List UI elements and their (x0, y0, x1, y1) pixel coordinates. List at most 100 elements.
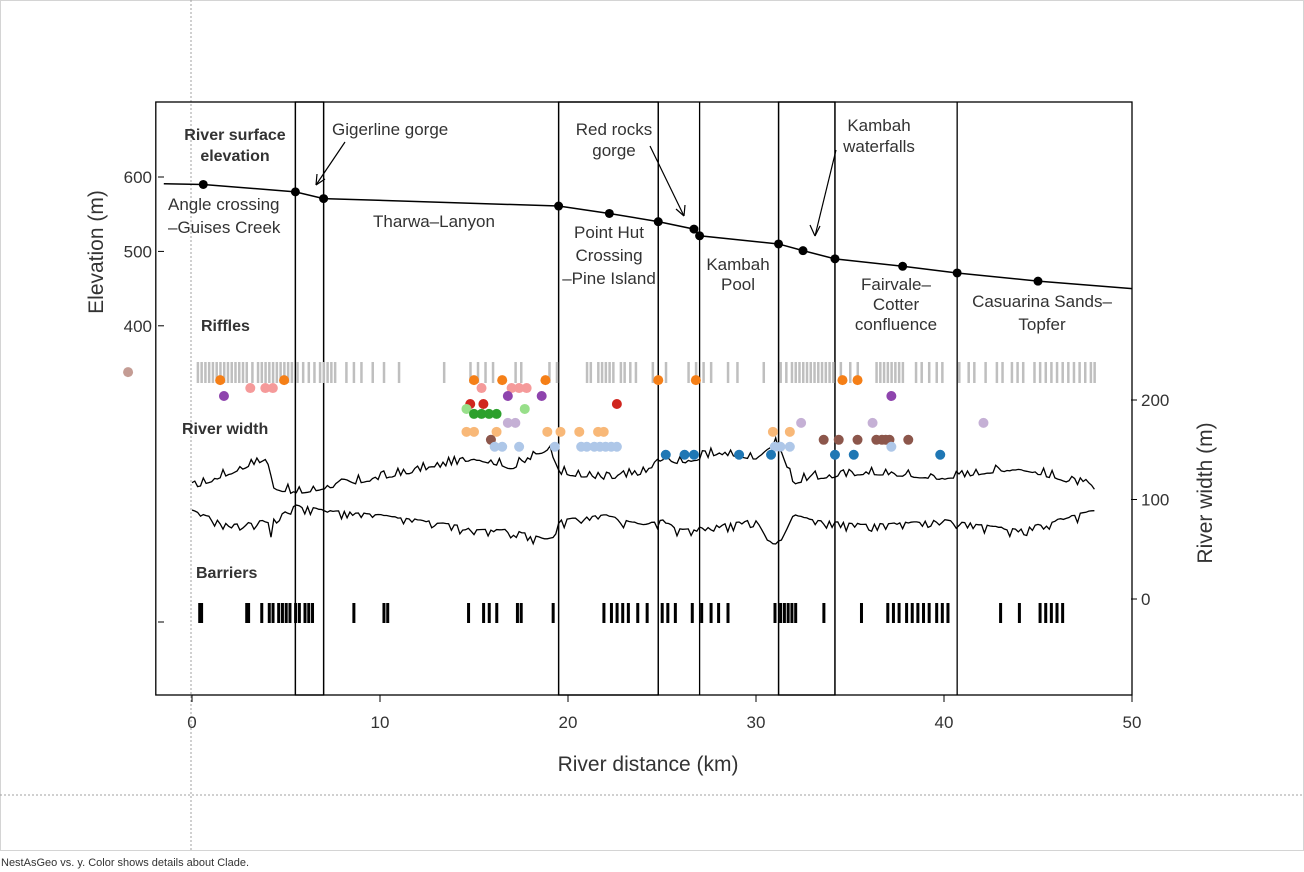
riffle-mark (973, 362, 976, 383)
riffle-mark (484, 362, 487, 383)
clade-point-brown (833, 434, 844, 445)
riffle-mark (520, 362, 523, 383)
clade-point-pink (245, 383, 256, 394)
label-line: waterfalls (842, 137, 915, 156)
elevation-point (604, 208, 614, 218)
reach-label-fairvale: Fairvale– Cotter confluence (855, 275, 937, 334)
riffle-mark (839, 362, 843, 383)
barrier-mark (690, 603, 694, 623)
barrier-mark (927, 603, 931, 623)
barrier-mark (673, 603, 677, 623)
clade-point-light_blue (549, 441, 560, 452)
riffle-mark (894, 362, 897, 383)
arrowhead-gigerline (315, 173, 326, 186)
clade-point-lavender (978, 417, 989, 428)
barrier-mark (946, 603, 950, 623)
arrowhead-redrocks (675, 204, 686, 217)
clade-point-blue (660, 449, 671, 460)
barrier-mark (916, 603, 920, 623)
barrier-mark (626, 603, 630, 623)
clade-point-brown (852, 434, 863, 445)
riffle-mark (1044, 362, 1048, 383)
label-line: –Guises Creek (168, 218, 281, 237)
reach-label-kambah-pool: Kambah Pool (706, 255, 769, 294)
riffle-mark (802, 362, 805, 383)
clade-point-orange (852, 375, 863, 386)
riffle-mark (442, 362, 446, 383)
clade-point-lavender (796, 417, 807, 428)
x-tick-label: 30 (747, 713, 766, 732)
riffle-mark (326, 362, 329, 383)
barrier-mark (382, 603, 386, 623)
annotation-gigerline: Gigerline gorge (332, 120, 448, 139)
x-axis-title: River distance (km) (558, 753, 739, 776)
barrier-mark (886, 603, 890, 623)
y2-tick-label: 100 (1141, 491, 1169, 510)
elevation-point (290, 187, 300, 197)
barrier-mark (660, 603, 664, 623)
elevation-point (689, 224, 699, 234)
riffle-mark (634, 362, 638, 383)
clade-point-orange (540, 375, 551, 386)
barrier-mark (482, 603, 486, 623)
label-line: Crossing (575, 246, 642, 265)
clade-point-light_blue (489, 441, 500, 452)
riffle-mark (275, 362, 279, 383)
clade-point-purple (218, 391, 229, 402)
riffle-mark (555, 362, 559, 383)
riffle-mark (794, 362, 797, 383)
clade-point-pink (521, 383, 532, 394)
riffle-mark (886, 362, 890, 383)
clade-point-pink (514, 383, 525, 394)
barrier-mark (1038, 603, 1042, 623)
elevation-point (554, 201, 564, 211)
clade-point-light_blue (514, 441, 525, 452)
riffle-mark (238, 362, 241, 383)
y2-tick-label: 200 (1141, 391, 1169, 410)
clade-point-light_blue (784, 441, 795, 452)
barrier-mark (666, 603, 670, 623)
riffle-mark (820, 362, 824, 383)
y2-axis-title: River width (m) (1194, 422, 1217, 563)
barrier-mark (782, 603, 786, 623)
barrier-mark (636, 603, 640, 623)
riffle-mark (651, 362, 655, 383)
x-tick-label: 40 (935, 713, 954, 732)
barrier-mark (773, 603, 777, 623)
clade-point-pink (476, 383, 487, 394)
barrier-mark (277, 603, 281, 623)
reach-box (155, 101, 1133, 696)
riffle-mark (1033, 362, 1036, 383)
clade-point-peach (542, 426, 553, 437)
barrier-mark (487, 603, 491, 623)
riffle-mark (790, 362, 794, 383)
clade-point-peach (598, 426, 609, 437)
riffle-mark (283, 362, 286, 383)
riffle-mark (271, 362, 275, 383)
y-tick-label: 400 (124, 317, 152, 336)
clade-point-light_blue (611, 441, 622, 452)
barrier-mark (935, 603, 939, 623)
elevation-point (653, 217, 663, 227)
label-line: Casuarina Sands– (972, 292, 1112, 311)
barrier-mark (297, 603, 301, 623)
riffle-mark (785, 362, 788, 383)
clade-point-peach (574, 426, 585, 437)
riffle-mark (984, 362, 987, 383)
reach-label-casuarina: Casuarina Sands– Topfer (972, 292, 1112, 334)
axes: 0 10 20 30 40 50 400 500 600 0 100 200 (124, 168, 1170, 732)
riffle-mark (1016, 362, 1019, 383)
elevation-point (898, 261, 908, 271)
riffle-mark (1021, 362, 1025, 383)
riffle-mark (828, 362, 831, 383)
riffle-mark (726, 362, 730, 383)
reach-box (557, 101, 659, 696)
barrier-mark (288, 603, 292, 623)
barrier-mark (709, 603, 713, 623)
clade-point-blue (848, 449, 859, 460)
riffle-mark (619, 362, 623, 383)
river-profile-chart: 0 10 20 30 40 50 400 500 600 0 100 200 River surfac… (0, 0, 1304, 851)
riffle-mark (1067, 362, 1070, 383)
riffle-mark (301, 362, 305, 383)
barrier-mark (602, 603, 606, 623)
